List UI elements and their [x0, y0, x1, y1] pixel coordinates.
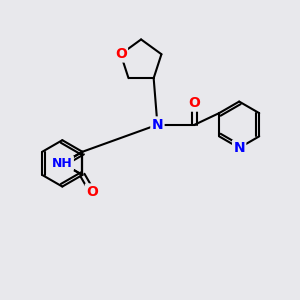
- Text: O: O: [115, 47, 127, 61]
- Text: O: O: [189, 96, 200, 110]
- Text: N: N: [152, 118, 163, 132]
- Text: NH: NH: [52, 157, 73, 170]
- Text: N: N: [233, 141, 245, 155]
- Text: O: O: [86, 185, 98, 199]
